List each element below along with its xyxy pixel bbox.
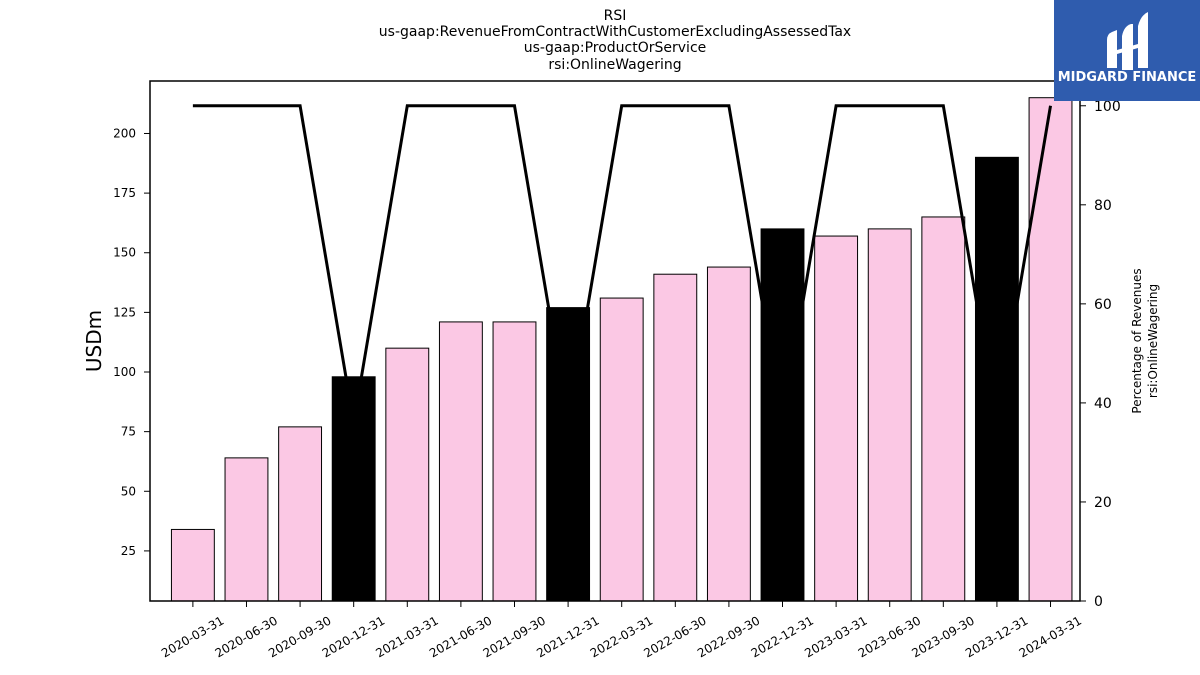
y2-tick-label-40: 40 [1094,396,1112,412]
brand-mark-icon [1107,12,1148,70]
bar-2024-03-31 [1028,97,1073,602]
bar-2023-09-30 [921,216,966,602]
y-axis-title: USDm [82,310,106,372]
y2-tick-label-100: 100 [1094,99,1121,115]
y-tick-label-25: 25 [121,544,136,558]
y-tick-label-150: 150 [113,246,136,260]
bar-2023-12-31 [974,156,1019,602]
line-layer [192,104,1052,423]
y2-axis-title: Percentage of Revenues rsi:OnlineWagerin… [1130,268,1160,413]
bar-2023-06-30 [867,228,912,602]
bar-2020-09-30 [278,426,323,602]
bar-2022-03-31 [599,297,644,602]
percentage-line [192,104,1052,423]
bar-2021-06-30 [438,321,483,602]
chart-title-line-4: rsi:OnlineWagering [548,57,681,73]
chart-title-line-1: RSI [604,8,627,24]
chart-title-line-2: us-gaap:RevenueFromContractWithCustomerE… [379,24,851,40]
plot-frame [149,80,1081,602]
bar-2022-09-30 [706,266,751,602]
brand-logo: MIDGARD FINANCE [1054,0,1200,101]
brand-name: MIDGARD FINANCE [1058,70,1197,85]
y2-tick-label-20: 20 [1094,495,1112,511]
y-tick-label-125: 125 [113,305,136,319]
y-tick-label-175: 175 [113,186,136,200]
y2-tick-label-60: 60 [1094,297,1112,313]
y-tick-label-100: 100 [113,365,136,379]
bar-2022-06-30 [653,273,698,602]
chart-title: RSI us-gaap:RevenueFromContractWithCusto… [379,8,851,73]
bars-layer [170,97,1073,602]
bar-2021-12-31 [546,307,591,602]
y2-tick-label-80: 80 [1094,198,1112,214]
y-tick-label-200: 200 [113,126,136,140]
bar-2020-03-31 [170,528,215,602]
bar-2021-03-31 [385,347,430,602]
bar-2021-09-30 [492,321,537,602]
bar-2020-06-30 [224,457,269,602]
chart-title-line-3: us-gaap:ProductOrService [524,40,707,56]
y-tick-label-50: 50 [121,484,136,498]
bar-2020-12-31 [331,376,376,602]
y2-axis-title-line-2: rsi:OnlineWagering [1146,284,1160,398]
bar-2023-03-31 [814,235,859,602]
y2-axis-title-line-1: Percentage of Revenues [1130,268,1144,413]
y-tick-label-75: 75 [121,425,136,439]
y2-tick-label-0: 0 [1094,594,1103,610]
